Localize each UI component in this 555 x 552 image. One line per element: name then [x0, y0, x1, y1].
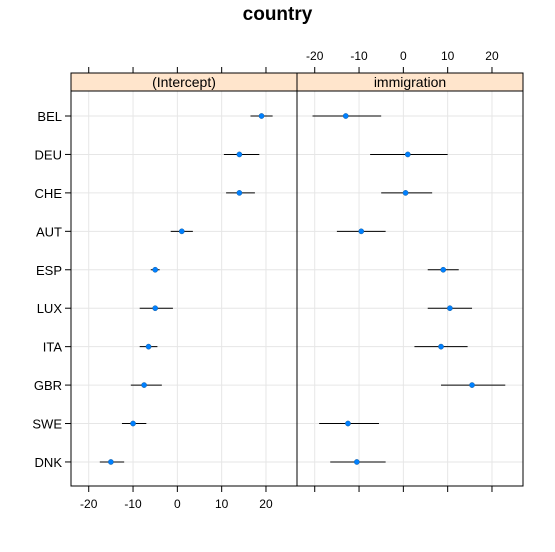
data-point: [438, 343, 444, 350]
y-tick-label: DNK: [35, 455, 63, 470]
data-point: [145, 343, 152, 350]
x-tick-label: -10: [350, 49, 368, 63]
data-point: [258, 113, 265, 119]
data-point: [152, 266, 159, 273]
x-tick-label: -20: [306, 49, 324, 63]
chart-title: country: [242, 4, 313, 25]
data-point: [342, 113, 349, 119]
panel-border: [70, 90, 298, 487]
data-point: [236, 151, 243, 158]
data-point: [130, 420, 136, 427]
x-tick-label: 10: [215, 497, 229, 511]
panel-strip-label: immigration: [374, 74, 446, 90]
y-tick-label: AUT: [36, 224, 62, 239]
x-tick-label: 0: [174, 497, 181, 511]
y-tick-label: CHE: [35, 186, 63, 201]
panel-border: [296, 90, 524, 487]
y-tick-label: ITA: [43, 340, 63, 355]
y-tick-label: DEU: [35, 147, 62, 162]
data-point: [178, 228, 185, 235]
x-tick-label: 0: [400, 49, 407, 63]
data-point: [447, 305, 453, 312]
y-tick-label: SWE: [32, 417, 62, 432]
y-tick-label: ESP: [36, 263, 62, 278]
y-tick-label: GBR: [34, 378, 62, 393]
x-tick-label: 10: [441, 49, 455, 63]
x-tick-label: 20: [485, 49, 499, 63]
y-tick-label: LUX: [37, 301, 63, 316]
data-point: [152, 305, 159, 312]
x-tick-label: -20: [80, 497, 98, 511]
data-point: [141, 382, 147, 388]
data-point: [353, 459, 360, 465]
y-tick-label: BEL: [37, 109, 62, 124]
x-tick-label: -10: [124, 497, 142, 511]
data-point: [108, 459, 114, 465]
data-point: [345, 420, 351, 427]
data-point: [440, 266, 447, 273]
data-point: [404, 151, 411, 158]
panel-strip-label: (Intercept): [152, 74, 216, 90]
data-point: [469, 382, 475, 388]
data-point: [402, 190, 409, 196]
x-tick-label: 20: [259, 497, 273, 511]
data-point: [358, 228, 365, 235]
data-point: [236, 190, 243, 196]
